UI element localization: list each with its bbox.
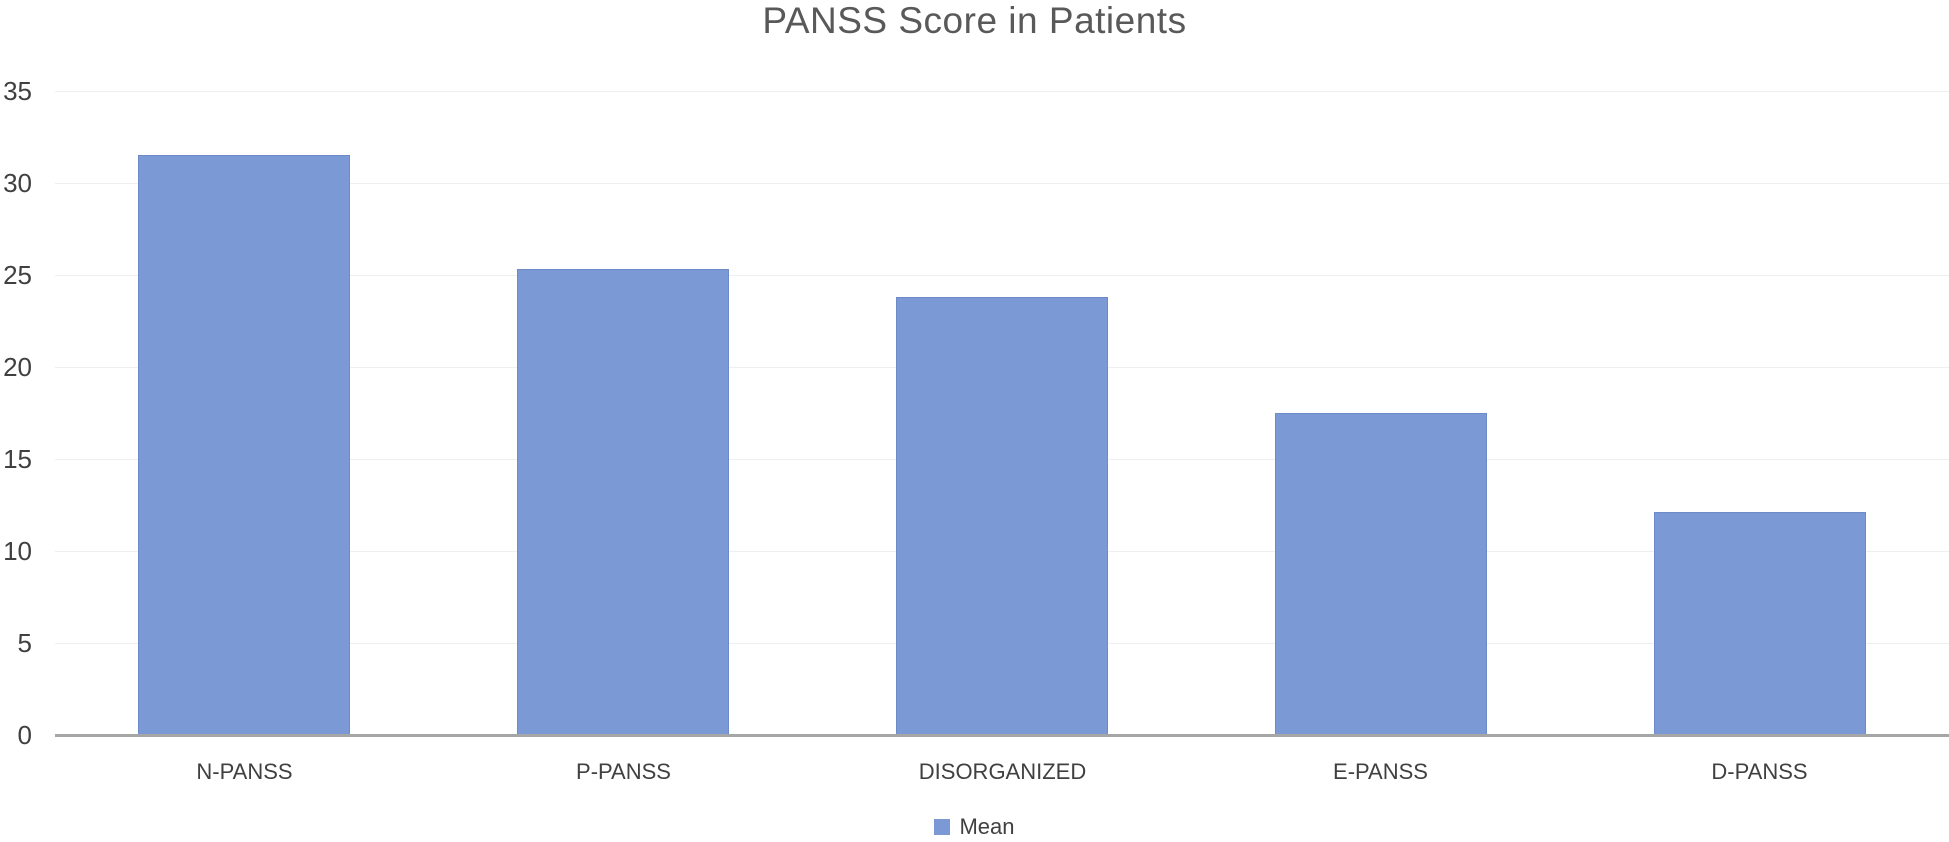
y-tick-label: 25 [3, 260, 32, 290]
legend: Mean [0, 812, 1949, 842]
bar-d-panss [1654, 512, 1866, 735]
x-axis: N-PANSS P-PANSS DISORGANIZED E-PANSS D-PANSS [55, 735, 1949, 785]
gridline [55, 182, 1949, 184]
y-tick-label: 0 [17, 720, 32, 750]
x-tick-label: DISORGANIZED [918, 759, 1087, 784]
x-tick-label: D-PANSS [1711, 759, 1808, 784]
gridline [55, 274, 1949, 276]
gridline [55, 90, 1949, 92]
x-tick-label: P-PANSS [576, 759, 671, 784]
y-tick-label: 15 [3, 444, 32, 474]
bar-n-panss [138, 155, 350, 735]
y-tick-label: 35 [3, 76, 32, 106]
y-tick-label: 30 [3, 168, 32, 198]
bar-disorganized [896, 297, 1108, 735]
x-axis-line [55, 734, 1949, 737]
plot-area [55, 90, 1949, 737]
x-tick-label: N-PANSS [196, 759, 293, 784]
bar-e-panss [1275, 413, 1487, 735]
y-tick-label: 10 [3, 536, 32, 566]
chart-title: PANSS Score in Patients [762, 0, 1187, 41]
legend-label: Mean [959, 814, 1015, 839]
bar-p-panss [517, 269, 729, 735]
y-axis: 0 5 10 15 20 25 30 35 [0, 78, 32, 748]
x-tick-label: E-PANSS [1333, 759, 1428, 784]
y-tick-label: 20 [3, 352, 32, 382]
y-tick-label: 5 [17, 628, 32, 658]
legend-swatch-icon [934, 819, 951, 835]
